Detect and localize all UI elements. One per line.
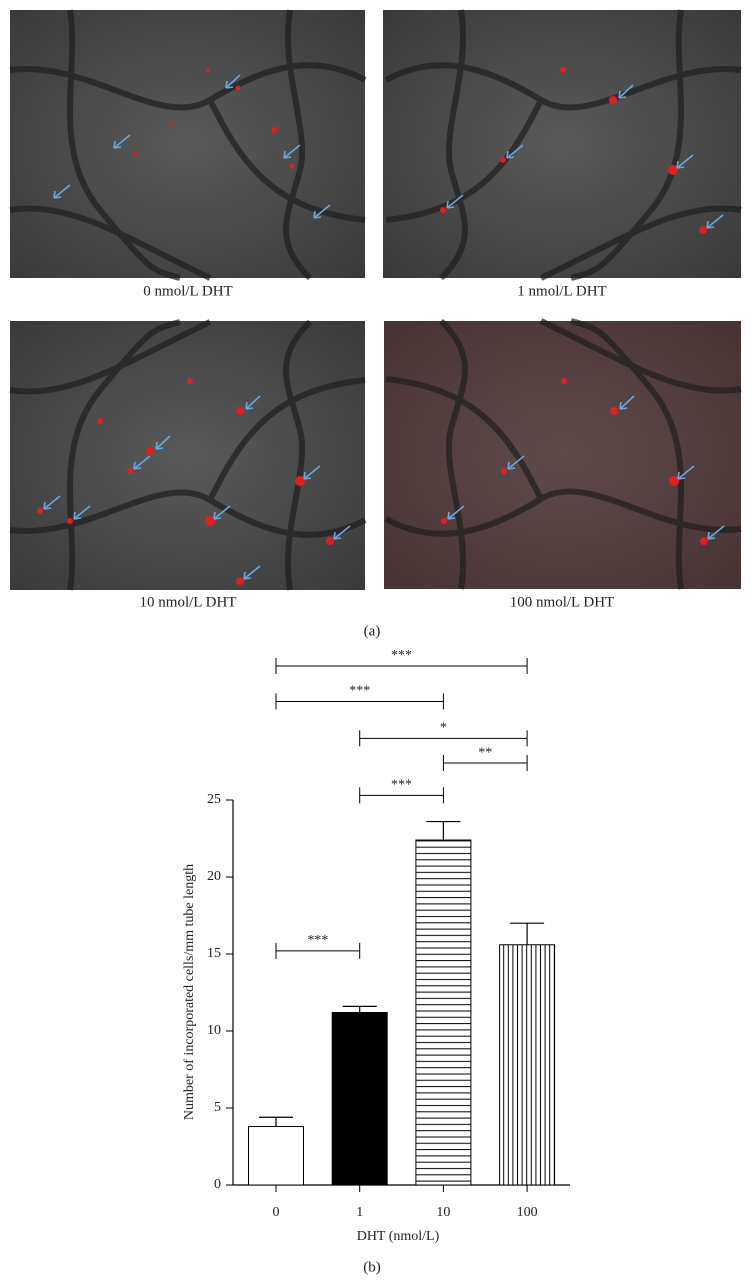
x-tick-label: 1: [356, 1205, 363, 1220]
bar: [499, 944, 556, 1186]
micrograph: [0, 321, 365, 590]
significance-bracket: [275, 658, 528, 675]
micrograph: [384, 321, 741, 589]
panel-label: (b): [363, 1259, 381, 1275]
error-bar: [426, 820, 461, 841]
significance-bracket: [359, 787, 444, 804]
significance-label: ***: [391, 778, 412, 793]
x-tick-label: 100: [517, 1205, 538, 1220]
error-bar: [342, 1005, 377, 1013]
bar: [331, 1012, 388, 1186]
significance-bracket: [442, 755, 528, 772]
significance-label: **: [478, 745, 492, 760]
micrograph: [383, 10, 741, 278]
image-caption: 1 nmol/L DHT: [517, 283, 606, 299]
image-caption: 0 nmol/L DHT: [143, 283, 232, 299]
significance-bracket: [275, 942, 361, 959]
micrograph: [10, 10, 365, 278]
significance-bracket: [275, 693, 444, 710]
error-bar: [259, 1116, 293, 1127]
significance-label: ***: [307, 933, 328, 948]
significance-label: *: [440, 721, 447, 736]
significance-label: ***: [349, 684, 370, 699]
y-tick-label: 15: [207, 946, 221, 961]
bar: [415, 839, 472, 1186]
bar: [248, 1125, 304, 1186]
y-tick-label: 5: [214, 1100, 221, 1115]
y-tick-label: 0: [214, 1177, 221, 1192]
image-caption: 100 nmol/L DHT: [510, 594, 614, 610]
x-axis-label: DHT (nmol/L): [357, 1229, 440, 1244]
significance-bracket: [359, 730, 528, 747]
x-tick-label: 0: [273, 1205, 280, 1220]
y-tick-label: 25: [207, 792, 221, 807]
y-axis-label: Number of incorporated cells/mm tube len…: [182, 864, 197, 1120]
y-tick-label: 20: [207, 869, 221, 884]
y-tick-label: 10: [207, 1023, 221, 1038]
error-bar: [510, 922, 545, 945]
panel-label: (a): [364, 623, 381, 639]
image-caption: 10 nmol/L DHT: [140, 594, 237, 610]
significance-label: ***: [391, 648, 412, 663]
x-tick-label: 10: [436, 1205, 450, 1220]
